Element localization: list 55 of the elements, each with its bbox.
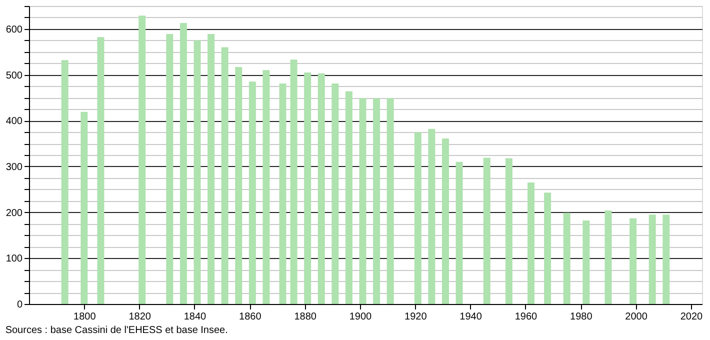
bar: [648, 214, 656, 304]
bar: [304, 72, 312, 304]
x-tick-label: 1800: [74, 312, 96, 322]
bar: [80, 112, 88, 304]
bar: [662, 214, 670, 304]
y-tick-label: 200: [6, 208, 23, 219]
bar: [456, 162, 463, 304]
bar: [428, 128, 436, 304]
bar: [97, 37, 104, 304]
bar: [483, 158, 490, 304]
y-tick-label: 600: [6, 24, 23, 36]
x-tick-label: 1960: [514, 312, 538, 322]
bar: [604, 210, 612, 304]
y-tick-label: 400: [6, 116, 23, 128]
y-tick-label: 100: [6, 254, 23, 265]
bar: [345, 91, 352, 304]
bar: [221, 47, 228, 304]
bar: [262, 70, 270, 304]
bar: [180, 22, 187, 304]
bar: [359, 98, 366, 304]
bar: [544, 192, 552, 304]
bar: [248, 82, 256, 304]
source-note: Sources : base Cassini de l'EHESS et base Insee.: [5, 325, 228, 336]
bar: [61, 60, 68, 304]
bar: [138, 16, 146, 304]
bar: [582, 220, 590, 304]
x-tick-label: 1880: [294, 312, 317, 322]
bar: [527, 182, 534, 304]
x-tick-label: 2000: [625, 312, 648, 322]
x-tick-label: 1860: [239, 312, 262, 322]
bar: [414, 132, 422, 304]
bar: [290, 60, 298, 304]
bar: [235, 66, 242, 304]
y-tick-label: 0: [16, 300, 23, 310]
bar: [194, 40, 201, 304]
bar: [386, 98, 394, 304]
x-tick-label: 1820: [128, 312, 152, 322]
x-tick-label: 2020: [680, 312, 704, 322]
y-tick-label: 300: [6, 162, 23, 173]
bar: [332, 83, 339, 304]
bar: [630, 218, 637, 304]
y-tick-label: 500: [6, 70, 23, 82]
bar: [318, 73, 325, 304]
bar: [505, 158, 512, 304]
bar: [208, 34, 215, 304]
x-tick-label: 1840: [184, 312, 207, 322]
bar: [563, 212, 570, 304]
x-tick-label: 1920: [404, 312, 428, 322]
x-tick-label: 1900: [349, 312, 372, 322]
x-tick-label: 1980: [570, 312, 593, 322]
bar: [442, 138, 449, 304]
bar: [279, 83, 286, 304]
bar: [373, 98, 380, 304]
bar: [166, 34, 174, 304]
x-tick-label: 1940: [460, 312, 482, 322]
